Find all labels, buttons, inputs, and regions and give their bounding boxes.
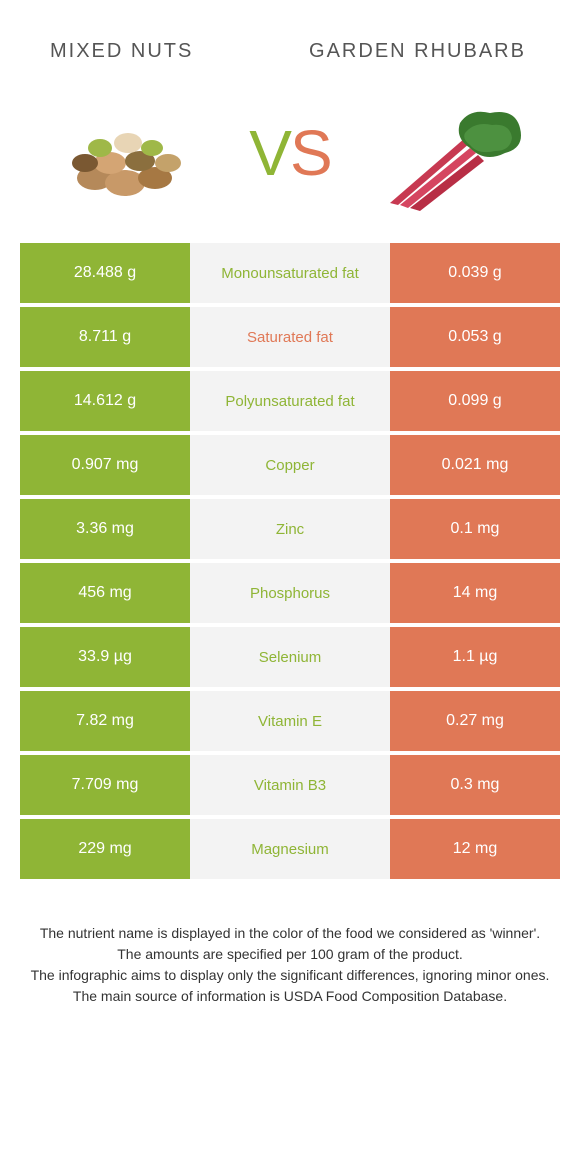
nutrient-label-cell: Zinc [190,499,390,559]
left-value-cell: 229 mg [20,819,190,879]
left-value-cell: 7.709 mg [20,755,190,815]
table-row: 7.709 mgVitamin B30.3 mg [20,755,560,815]
table-row: 28.488 gMonounsaturated fat0.039 g [20,243,560,303]
vs-s: S [290,117,331,189]
table-row: 0.907 mgCopper0.021 mg [20,435,560,495]
table-row: 7.82 mgVitamin E0.27 mg [20,691,560,751]
table-row: 8.711 gSaturated fat0.053 g [20,307,560,367]
nutrient-label-cell: Monounsaturated fat [190,243,390,303]
nutrient-label-cell: Vitamin E [190,691,390,751]
right-value-cell: 0.1 mg [390,499,560,559]
right-food-image [370,93,540,213]
right-value-cell: 0.039 g [390,243,560,303]
nutrient-label-cell: Vitamin B3 [190,755,390,815]
left-value-cell: 456 mg [20,563,190,623]
footer-line-4: The main source of information is USDA F… [30,986,550,1007]
vs-v: V [249,117,290,189]
right-value-cell: 0.3 mg [390,755,560,815]
left-value-cell: 3.36 mg [20,499,190,559]
left-food-image [40,93,210,213]
right-value-cell: 12 mg [390,819,560,879]
table-row: 3.36 mgZinc0.1 mg [20,499,560,559]
right-value-cell: 14 mg [390,563,560,623]
table-row: 229 mgMagnesium12 mg [20,819,560,879]
nutrient-table: 28.488 gMonounsaturated fat0.039 g8.711 … [0,243,580,879]
mixed-nuts-icon [40,93,210,213]
footer-notes: The nutrient name is displayed in the co… [0,883,580,1007]
left-value-cell: 14.612 g [20,371,190,431]
rhubarb-icon [370,93,540,213]
footer-line-3: The infographic aims to display only the… [30,965,550,986]
nutrient-label-cell: Phosphorus [190,563,390,623]
images-row: VS [0,83,580,243]
nutrient-label-cell: Saturated fat [190,307,390,367]
right-value-cell: 0.27 mg [390,691,560,751]
left-value-cell: 7.82 mg [20,691,190,751]
right-food-title: GARDEN RHUBARB [295,40,550,63]
table-row: 14.612 gPolyunsaturated fat0.099 g [20,371,560,431]
left-value-cell: 33.9 µg [20,627,190,687]
header: MIXED NUTS GARDEN RHUBARB [0,0,580,83]
right-value-cell: 0.099 g [390,371,560,431]
right-value-cell: 0.021 mg [390,435,560,495]
right-value-cell: 0.053 g [390,307,560,367]
vs-label: VS [249,116,330,190]
right-value-cell: 1.1 µg [390,627,560,687]
left-food-title: MIXED NUTS [30,40,295,63]
nutrient-label-cell: Polyunsaturated fat [190,371,390,431]
nutrient-label-cell: Selenium [190,627,390,687]
table-row: 33.9 µgSelenium1.1 µg [20,627,560,687]
footer-line-1: The nutrient name is displayed in the co… [30,923,550,944]
table-row: 456 mgPhosphorus14 mg [20,563,560,623]
nutrient-label-cell: Magnesium [190,819,390,879]
left-value-cell: 0.907 mg [20,435,190,495]
left-value-cell: 8.711 g [20,307,190,367]
left-value-cell: 28.488 g [20,243,190,303]
nutrient-label-cell: Copper [190,435,390,495]
footer-line-2: The amounts are specified per 100 gram o… [30,944,550,965]
